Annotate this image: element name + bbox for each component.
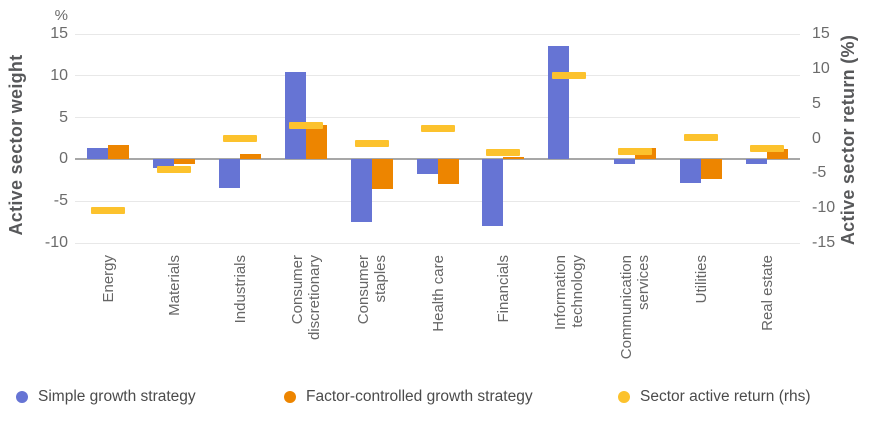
bar-simple-growth [416, 159, 438, 174]
bar-factor-controlled [437, 159, 459, 184]
legend-item-factor-controlled: Factor-controlled growth strategy [284, 383, 533, 411]
x-axis-label-text: Utilities [692, 255, 710, 304]
x-axis-label-text: Consumer staples [354, 255, 389, 325]
x-axis-label-text: Energy [99, 255, 117, 303]
gridline [75, 200, 800, 202]
gridline [75, 117, 800, 119]
right-axis-tick: -5 [812, 164, 827, 182]
bar-simple-growth [482, 159, 504, 227]
gridline [75, 33, 800, 35]
x-axis-label: Energy [88, 255, 128, 375]
legend-label-factor-controlled: Factor-controlled growth strategy [306, 388, 533, 405]
sector-return-marker [552, 71, 587, 79]
legend-item-sector-return: Sector active return (rhs) [618, 383, 811, 411]
x-axis-label-text: Materials [165, 255, 183, 316]
bar-simple-growth [548, 45, 570, 160]
gridline [75, 75, 800, 77]
x-axis-label: Financials [483, 255, 523, 375]
bar-factor-controlled [305, 125, 327, 160]
right-axis-tick: 15 [812, 25, 830, 42]
x-axis-label: Industrials [220, 255, 260, 375]
sector-return-marker [156, 166, 191, 174]
x-axis-label-text: Communication services [618, 255, 653, 360]
bar-factor-controlled [239, 153, 261, 160]
x-axis-label: Consumer discretionary [286, 255, 326, 375]
left-axis-tick: 15 [50, 25, 68, 42]
x-axis-label-text: Financials [494, 255, 512, 323]
bar-factor-controlled [371, 159, 393, 190]
left-axis-tick: -5 [53, 192, 68, 210]
x-axis-label-text: Consumer discretionary [288, 255, 323, 341]
bar-simple-growth [152, 159, 174, 168]
gridline [75, 242, 800, 244]
left-axis-tick: 0 [59, 150, 68, 168]
sector-return-marker [90, 207, 125, 215]
legend: Simple growth strategy Factor-controlled… [0, 383, 870, 413]
right-axis-tick: 5 [812, 94, 821, 112]
bar-simple-growth [86, 147, 108, 160]
sector-return-marker [750, 144, 785, 152]
left-axis-tick: 10 [50, 66, 68, 84]
x-axis-label: Information technology [549, 255, 589, 375]
bar-simple-growth [680, 159, 702, 183]
sector-return-marker [618, 148, 653, 156]
sector-return-marker [222, 135, 257, 142]
left-axis-title: Active sector weight [6, 54, 26, 236]
bar-simple-growth [350, 159, 372, 223]
bar-factor-controlled [173, 159, 195, 164]
x-axis-label-text: Information technology [552, 255, 587, 331]
right-axis-tick: -15 [812, 234, 836, 251]
x-axis-label-text: Health care [429, 255, 446, 332]
bar-factor-controlled [701, 159, 723, 179]
x-axis-label: Health care [418, 255, 458, 375]
left-axis-tick: 5 [59, 108, 68, 126]
legend-dot-sector-return-icon [618, 391, 630, 403]
right-axis-tick: 10 [812, 59, 830, 77]
sector-return-marker [288, 122, 323, 130]
x-axis-label: Consumer staples [352, 255, 392, 375]
left-axis-tick: -10 [44, 234, 68, 251]
bar-simple-growth [746, 159, 768, 164]
sector-return-marker [420, 124, 455, 132]
right-axis-tick: -10 [812, 199, 836, 217]
bar-simple-growth [614, 159, 636, 164]
x-axis-label: Materials [154, 255, 194, 375]
sector-return-marker [354, 139, 389, 147]
legend-dot-factor-controlled-icon [284, 391, 296, 403]
sector-return-marker [486, 148, 521, 156]
bar-simple-growth [284, 72, 306, 160]
right-axis-tick: 0 [812, 129, 821, 147]
legend-label-sector-return: Sector active return (rhs) [640, 388, 811, 405]
legend-dot-simple-growth-icon [16, 391, 28, 403]
x-axis-label-text: Industrials [231, 255, 249, 324]
x-axis-label-text: Real estate [758, 255, 776, 331]
legend-label-simple-growth: Simple growth strategy [38, 388, 196, 405]
x-axis-label: Real estate [747, 255, 787, 375]
left-axis-unit: % [54, 7, 68, 24]
bar-simple-growth [218, 159, 240, 188]
bar-factor-controlled [107, 145, 129, 160]
x-axis-label: Utilities [681, 255, 721, 375]
sector-return-marker [684, 134, 719, 142]
x-axis-label: Communication services [615, 255, 655, 375]
bar-factor-controlled [767, 148, 789, 160]
legend-item-simple-growth: Simple growth strategy [16, 383, 196, 411]
bar-factor-controlled [503, 156, 525, 160]
